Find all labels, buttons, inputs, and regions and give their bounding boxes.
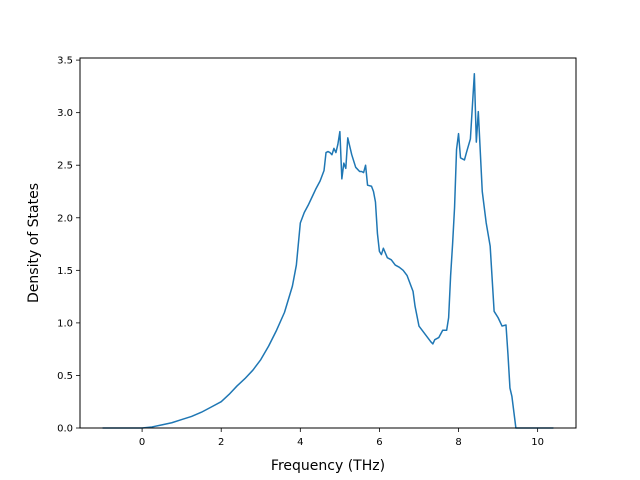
plot-frame xyxy=(79,57,577,429)
y-tick-label: 1.5 xyxy=(57,266,73,277)
y-tick-label: 3.5 xyxy=(57,56,73,67)
x-tick-label: 8 xyxy=(455,437,461,448)
y-tick-label: 3.0 xyxy=(57,108,73,119)
x-tick-label: 10 xyxy=(531,437,544,448)
dos-series-line xyxy=(102,73,554,429)
x-tick-label: 4 xyxy=(297,437,303,448)
y-tick-label: 0.0 xyxy=(57,424,73,435)
axis-ticks: 0 2 4 6 8 10 0.0 0.5 1.0 1.5 2.0 2.5 3.0 3.5 xyxy=(57,56,544,448)
x-axis-label: Frequency (THz) xyxy=(271,458,385,474)
y-tick-label: 2.0 xyxy=(57,213,73,224)
y-axis-label: Density of States xyxy=(26,183,42,303)
y-tick-label: 1.0 xyxy=(57,318,73,329)
y-tick-label: 2.5 xyxy=(57,161,73,172)
y-tick-label: 0.5 xyxy=(57,371,73,382)
x-tick-label: 0 xyxy=(139,437,145,448)
x-tick-label: 2 xyxy=(218,437,224,448)
x-tick-label: 6 xyxy=(376,437,382,448)
plot-area xyxy=(80,58,576,428)
